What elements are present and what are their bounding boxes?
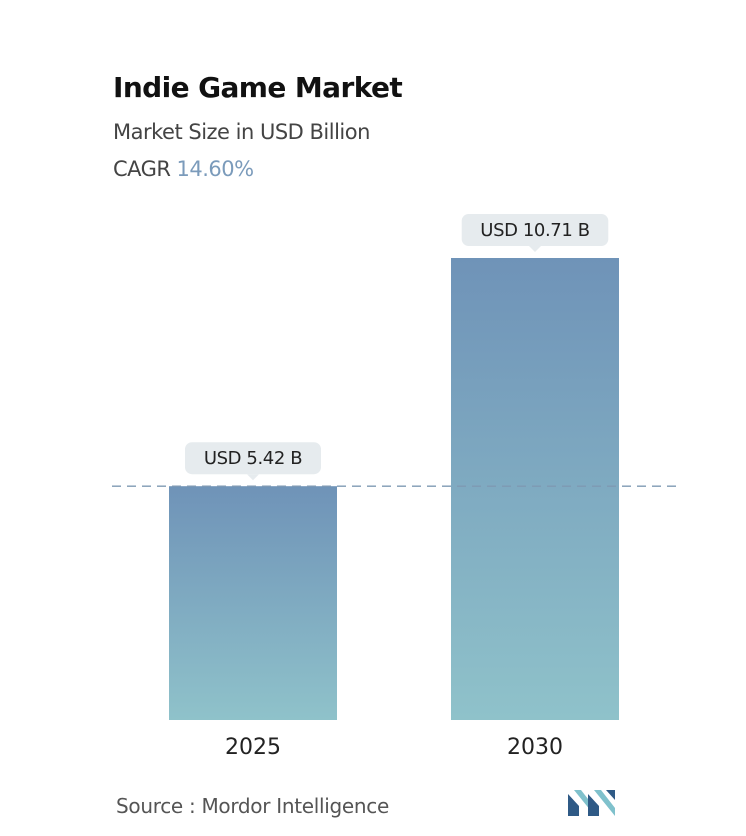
bar-chart: USD 5.42 B USD 10.71 B 2025 2030: [112, 214, 680, 760]
svg-text:USD 5.42 B: USD 5.42 B: [204, 448, 302, 469]
svg-text:USD 10.71 B: USD 10.71 B: [480, 220, 589, 241]
cagr-label: CAGR: [113, 157, 171, 181]
data-label-2025: USD 5.42 B: [185, 442, 321, 481]
x-tick-label-2030: 2030: [507, 735, 563, 760]
data-label-2030: USD 10.71 B: [461, 214, 609, 252]
cagr-row: CAGR 14.60%: [113, 157, 254, 181]
source-note: Source : Mordor Intelligence: [116, 794, 389, 818]
chart-subtitle: Market Size in USD Billion: [113, 120, 370, 144]
bar-2030: [451, 258, 619, 720]
x-tick-label-2025: 2025: [225, 735, 281, 760]
chart-title: Indie Game Market: [113, 71, 403, 104]
cagr-value: 14.60%: [176, 157, 255, 181]
bar-2025: [169, 486, 337, 720]
mordor-intelligence-logo-icon: [568, 790, 615, 816]
